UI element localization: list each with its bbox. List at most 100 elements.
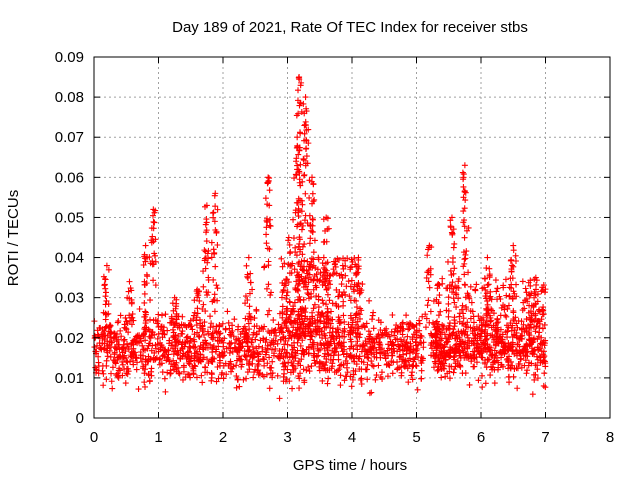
data-point	[472, 287, 479, 294]
data-point	[435, 281, 442, 288]
data-point	[487, 314, 494, 321]
data-point	[509, 348, 516, 355]
data-point	[456, 310, 463, 317]
data-point	[205, 274, 212, 281]
data-point	[341, 377, 348, 384]
data-point	[542, 286, 549, 293]
data-point	[300, 284, 307, 291]
x-tick-label: 3	[283, 429, 291, 446]
data-point	[522, 285, 529, 292]
data-point	[469, 330, 476, 337]
data-point	[211, 327, 218, 334]
data-point	[193, 322, 200, 329]
data-point	[350, 317, 357, 324]
data-point	[101, 335, 108, 342]
data-point	[158, 324, 165, 331]
data-point	[230, 333, 237, 340]
data-point	[182, 373, 189, 380]
data-point	[194, 305, 201, 312]
data-point	[229, 328, 236, 335]
data-point	[335, 356, 342, 363]
data-point	[319, 297, 326, 304]
data-point	[203, 340, 210, 347]
data-point	[360, 359, 367, 366]
data-point	[416, 327, 423, 334]
data-point	[449, 289, 456, 296]
data-point	[353, 304, 360, 311]
data-point	[300, 366, 307, 373]
data-point	[370, 325, 377, 332]
data-point	[141, 255, 148, 262]
data-point	[353, 333, 360, 340]
data-point	[445, 300, 452, 307]
data-point	[437, 308, 444, 315]
data-point	[530, 304, 537, 311]
data-point	[539, 359, 546, 366]
data-point	[133, 333, 140, 340]
data-point	[301, 130, 308, 137]
data-point	[265, 281, 272, 288]
data-point	[487, 372, 494, 379]
data-point	[282, 337, 289, 344]
data-point	[426, 242, 433, 249]
data-point	[116, 341, 123, 348]
data-point	[484, 332, 491, 339]
data-point	[286, 250, 293, 257]
data-point	[111, 349, 118, 356]
data-point	[466, 295, 473, 302]
data-point	[340, 255, 347, 262]
data-point	[324, 226, 331, 233]
data-point	[297, 161, 304, 168]
data-point	[246, 362, 253, 369]
data-point	[236, 353, 243, 360]
data-point	[335, 293, 342, 300]
data-point	[424, 252, 431, 259]
data-point	[200, 331, 207, 338]
data-point	[203, 227, 210, 234]
data-point	[281, 282, 288, 289]
data-point	[321, 272, 328, 279]
data-point	[311, 357, 318, 364]
data-point	[396, 354, 403, 361]
axes: 0 1 2 3 4 5 6 7 8 0 0.01 0.02 0.03 0.04 0.05 0.06 0.07 0.…	[55, 49, 614, 446]
data-point	[435, 312, 442, 319]
data-point	[347, 283, 354, 290]
data-point	[140, 262, 147, 269]
data-point	[300, 155, 307, 162]
data-point	[412, 362, 419, 369]
data-point	[442, 373, 449, 380]
data-point	[406, 361, 413, 368]
data-point	[214, 364, 221, 371]
data-point	[503, 356, 510, 363]
data-point	[268, 289, 275, 296]
data-point	[211, 297, 218, 304]
data-point	[518, 364, 525, 371]
data-point	[212, 263, 219, 270]
data-point	[299, 278, 306, 285]
data-point	[287, 308, 294, 315]
data-point	[305, 126, 312, 133]
data-point	[327, 324, 334, 331]
data-point	[422, 324, 429, 331]
data-point	[158, 360, 165, 367]
data-point	[303, 153, 310, 160]
data-point	[308, 227, 315, 234]
data-point	[446, 285, 453, 292]
data-point	[299, 337, 306, 344]
data-point	[239, 361, 246, 368]
data-point	[364, 351, 371, 358]
data-point	[233, 336, 240, 343]
data-point	[320, 300, 327, 307]
data-point	[455, 328, 462, 335]
data-point	[214, 285, 221, 292]
data-point	[143, 271, 150, 278]
data-point	[426, 319, 433, 326]
data-point	[489, 307, 496, 314]
data-point	[394, 335, 401, 342]
data-point	[323, 275, 330, 282]
data-point	[297, 362, 304, 369]
data-point	[377, 354, 384, 361]
data-point	[343, 350, 350, 357]
data-point	[330, 336, 337, 343]
data-point	[220, 375, 227, 382]
